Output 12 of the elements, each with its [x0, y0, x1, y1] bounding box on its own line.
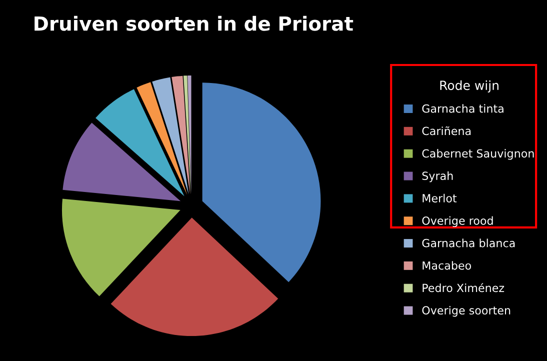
legend-label: Cabernet Sauvignon [422, 149, 534, 160]
legend-label: Macabeo [422, 261, 472, 270]
legend-label: Merlot [422, 194, 457, 202]
legend-label: Pedro Ximénez [422, 283, 504, 292]
legend-label: Garnacha blanca [422, 238, 515, 248]
legend-label: Cariñena [422, 126, 471, 136]
legend-title: Rode wijn [440, 80, 498, 92]
legend-label: Garnacha tinta [422, 104, 504, 113]
legend-label: Syrah [422, 171, 453, 182]
legend-label: Overige soorten [422, 306, 510, 317]
legend-label: Overige rood [422, 216, 493, 228]
chart-title: Druiven soorten in de Priorat [34, 16, 354, 31]
